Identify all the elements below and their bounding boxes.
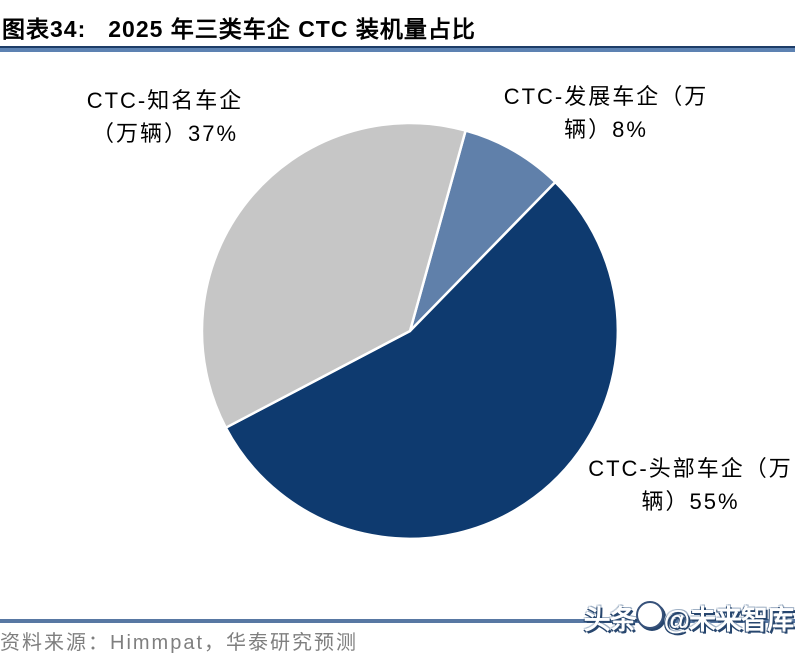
figure-number-label: 图表34: xyxy=(2,16,87,42)
pie-slice-developing xyxy=(408,129,557,333)
pie-chart xyxy=(200,121,620,541)
pie-label-developing: CTC-发展车企（万 辆）8% xyxy=(486,80,726,146)
watermark-right-text: @未来智库 xyxy=(663,605,794,635)
title-divider-rule xyxy=(0,46,795,52)
pie-label-leading-line2: 辆）55% xyxy=(641,489,740,514)
pie-label-developing-line2: 辆）8% xyxy=(564,117,648,142)
watermark: 头条 @未来智库 xyxy=(583,598,794,637)
source-note: 资料来源：Himmpat，华泰研究预测 xyxy=(0,632,359,654)
pie-slice-known xyxy=(200,121,467,429)
watermark-logo-icon xyxy=(635,600,664,629)
figure-header: 图表34: 2025 年三类车企 CTC 装机量占比 xyxy=(2,10,795,44)
figure-title: 2025 年三类车企 CTC 装机量占比 xyxy=(108,16,476,42)
pie-label-known-line2: （万辆）37% xyxy=(91,121,239,146)
pie-slice-leading xyxy=(224,180,620,541)
watermark-left-text: 头条 xyxy=(583,605,637,635)
pie-label-leading: CTC-头部车企（万 辆）55% xyxy=(578,452,795,518)
pie-label-known: CTC-知名车企 （万辆）37% xyxy=(55,84,275,150)
pie-label-developing-line1: CTC-发展车企（万 xyxy=(503,84,709,109)
pie-label-leading-line1: CTC-头部车企（万 xyxy=(588,456,793,481)
pie-label-known-line1: CTC-知名车企 xyxy=(86,88,244,113)
footer-divider-rule xyxy=(0,619,795,623)
